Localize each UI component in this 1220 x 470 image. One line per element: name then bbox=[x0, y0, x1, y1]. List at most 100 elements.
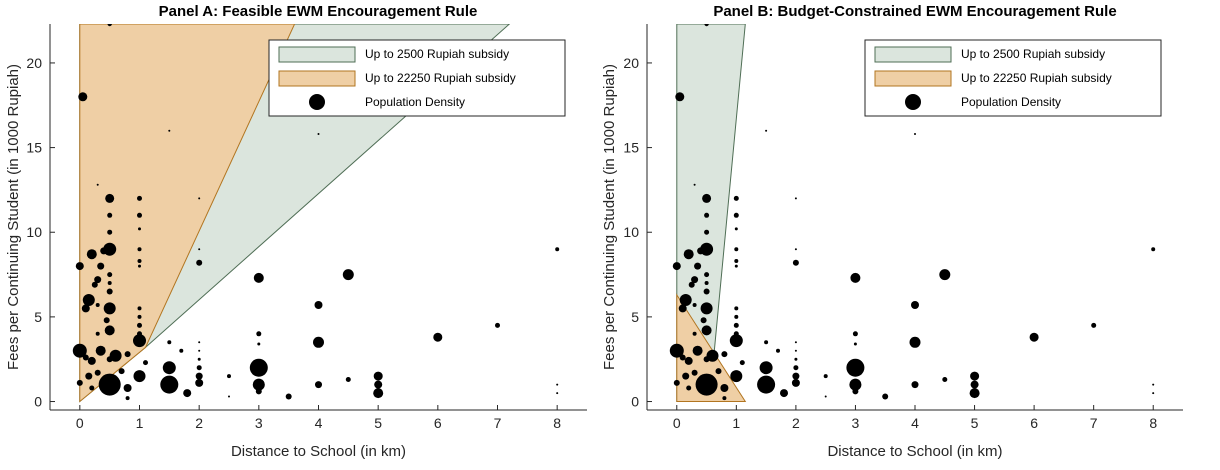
data-point bbox=[700, 317, 707, 324]
data-point bbox=[85, 372, 93, 380]
data-point bbox=[683, 249, 694, 260]
data-point bbox=[849, 378, 862, 391]
data-point bbox=[255, 388, 262, 395]
y-tick-label: 10 bbox=[26, 224, 42, 240]
data-point bbox=[911, 301, 919, 309]
x-tick-label: 8 bbox=[1149, 415, 1157, 431]
data-point bbox=[682, 372, 690, 380]
data-point bbox=[195, 372, 203, 380]
data-point bbox=[137, 212, 142, 218]
data-point bbox=[78, 92, 88, 102]
data-point bbox=[137, 306, 142, 311]
data-point bbox=[94, 276, 102, 284]
x-tick-label: 3 bbox=[255, 415, 263, 431]
data-point bbox=[733, 212, 739, 218]
data-point bbox=[792, 259, 799, 266]
x-tick-label: 3 bbox=[852, 415, 860, 431]
data-point bbox=[765, 129, 768, 132]
data-point bbox=[252, 378, 265, 391]
data-point bbox=[257, 342, 261, 346]
data-point bbox=[556, 392, 559, 395]
data-point bbox=[96, 183, 99, 186]
x-tick-label: 6 bbox=[434, 415, 442, 431]
data-point bbox=[691, 369, 698, 376]
data-point bbox=[734, 247, 739, 252]
data-point bbox=[137, 247, 142, 252]
data-point bbox=[374, 380, 383, 389]
x-tick-label: 2 bbox=[792, 415, 800, 431]
data-point bbox=[125, 396, 130, 401]
data-point bbox=[792, 372, 800, 380]
data-point bbox=[942, 377, 948, 382]
data-point bbox=[720, 384, 729, 392]
y-axis-label: Fees per Continuing Student (in 1000 Rup… bbox=[5, 64, 22, 370]
data-point bbox=[703, 288, 710, 295]
data-point bbox=[249, 358, 268, 377]
legend-label: Up to 22250 Rupiah subsidy bbox=[365, 71, 516, 85]
data-point bbox=[89, 385, 95, 391]
data-point bbox=[256, 331, 262, 337]
y-axis-label: Fees per Continuing Student (in 1000 Rup… bbox=[601, 64, 618, 370]
data-point bbox=[162, 361, 176, 375]
points bbox=[72, 24, 560, 401]
data-point bbox=[852, 388, 859, 395]
data-point bbox=[970, 380, 979, 389]
data-point bbox=[679, 354, 686, 361]
data-point bbox=[794, 197, 797, 200]
x-tick-label: 2 bbox=[195, 415, 203, 431]
data-point bbox=[794, 349, 797, 352]
data-point bbox=[686, 385, 692, 391]
data-point bbox=[970, 371, 980, 381]
data-point bbox=[76, 379, 83, 386]
data-point bbox=[95, 345, 106, 356]
data-point bbox=[688, 281, 695, 288]
data-point bbox=[106, 288, 113, 295]
x-tick-label: 5 bbox=[374, 415, 382, 431]
panel-title: Panel A: Feasible EWM Encouragement Rule bbox=[159, 3, 478, 20]
data-point bbox=[196, 365, 202, 371]
data-point bbox=[124, 351, 131, 358]
data-point bbox=[793, 365, 799, 371]
data-point bbox=[167, 340, 172, 345]
data-point bbox=[734, 306, 739, 311]
data-point bbox=[86, 249, 97, 260]
data-point bbox=[72, 343, 87, 358]
data-point bbox=[693, 183, 696, 186]
data-point bbox=[1151, 247, 1156, 252]
legend-label: Up to 2500 Rupiah subsidy bbox=[365, 47, 509, 61]
data-point bbox=[673, 379, 680, 386]
data-point bbox=[105, 193, 115, 203]
data-point bbox=[733, 195, 739, 201]
x-axis-label: Distance to School (in km) bbox=[827, 443, 1002, 460]
panel-title: Panel B: Budget-Constrained EWM Encourag… bbox=[713, 3, 1116, 20]
data-point bbox=[81, 304, 90, 313]
x-tick-label: 0 bbox=[673, 415, 681, 431]
data-point bbox=[198, 341, 201, 344]
data-point bbox=[133, 370, 146, 383]
data-point bbox=[137, 259, 142, 263]
data-point bbox=[1152, 383, 1155, 386]
data-point bbox=[123, 384, 132, 392]
y-tick-label: 10 bbox=[623, 224, 639, 240]
regions bbox=[79, 24, 511, 403]
x-tick-label: 4 bbox=[315, 415, 323, 431]
data-point bbox=[729, 334, 743, 348]
data-point bbox=[764, 340, 769, 345]
data-point bbox=[692, 331, 697, 336]
data-point bbox=[106, 356, 113, 363]
data-point bbox=[253, 272, 264, 283]
panel-a: 0 1 2 3 4 5 6 7 8 0 5 10 15 20 Panel A: Feasible EWM E… bbox=[5, 3, 587, 460]
data-point bbox=[734, 259, 739, 263]
data-point bbox=[198, 197, 201, 200]
data-point bbox=[703, 356, 710, 363]
data-point bbox=[704, 272, 710, 278]
legend: Up to 2500 Rupiah subsidy Up to 22250 Rup… bbox=[268, 39, 566, 117]
x-tick-label: 0 bbox=[76, 415, 84, 431]
data-point bbox=[757, 375, 776, 394]
data-point bbox=[692, 303, 697, 307]
data-point bbox=[555, 247, 560, 252]
data-point bbox=[715, 368, 722, 375]
data-point bbox=[697, 247, 705, 255]
data-point bbox=[702, 193, 712, 203]
